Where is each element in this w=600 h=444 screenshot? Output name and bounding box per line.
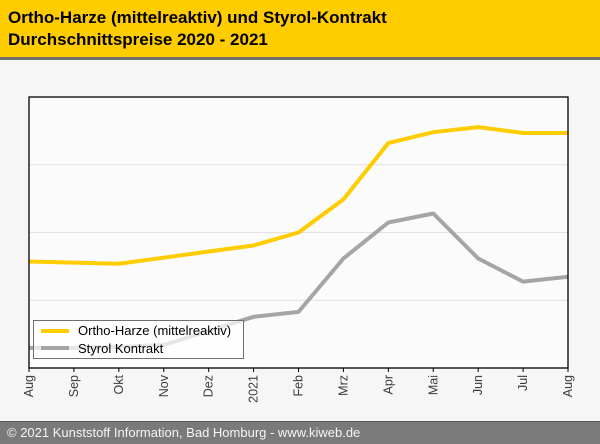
- x-axis-label: Feb: [292, 375, 306, 397]
- x-axis-label: 2021: [247, 375, 261, 403]
- chart-title-line2: Durchschnittspreise 2020 - 2021: [8, 30, 268, 49]
- x-axis-label: Mai: [426, 375, 440, 395]
- legend-label-styrol-kontrakt: Styrol Kontrakt: [78, 340, 164, 356]
- legend-item-ortho-harze: Ortho-Harze (mittelreaktiv): [41, 323, 243, 338]
- x-axis-label: Okt: [112, 374, 126, 394]
- title-bar: Ortho-Harze (mittelreaktiv) und Styrol-K…: [0, 0, 600, 60]
- x-axis-label: Aug: [561, 375, 575, 397]
- x-axis-label: Mrz: [336, 375, 350, 396]
- x-axis-label: Jul: [516, 375, 530, 391]
- chart-legend: Ortho-Harze (mittelreaktiv) Styrol Kontr…: [33, 320, 244, 359]
- chart-title-line1: Ortho-Harze (mittelreaktiv) und Styrol-K…: [8, 8, 387, 27]
- styrol-kontrakt-line-swatch: [41, 346, 69, 351]
- x-axis-label: Dez: [202, 375, 216, 397]
- x-axis-label: Apr: [381, 375, 395, 394]
- x-axis-label: Jun: [471, 375, 485, 395]
- x-axis-label: Aug: [22, 375, 36, 397]
- legend-label-ortho-harze: Ortho-Harze (mittelreaktiv): [78, 323, 232, 339]
- ortho-harze-line: [28, 125, 568, 266]
- copyright-text: © 2021 Kunststoff Information, Bad Hombu…: [7, 425, 361, 440]
- x-axis-label: Sep: [67, 375, 81, 397]
- legend-item-styrol-kontrakt: Styrol Kontrakt: [41, 341, 243, 356]
- ortho-harze-line-swatch: [41, 328, 69, 333]
- x-axis-label: Nov: [157, 374, 171, 397]
- copyright-bar: © 2021 Kunststoff Information, Bad Hombu…: [0, 421, 600, 444]
